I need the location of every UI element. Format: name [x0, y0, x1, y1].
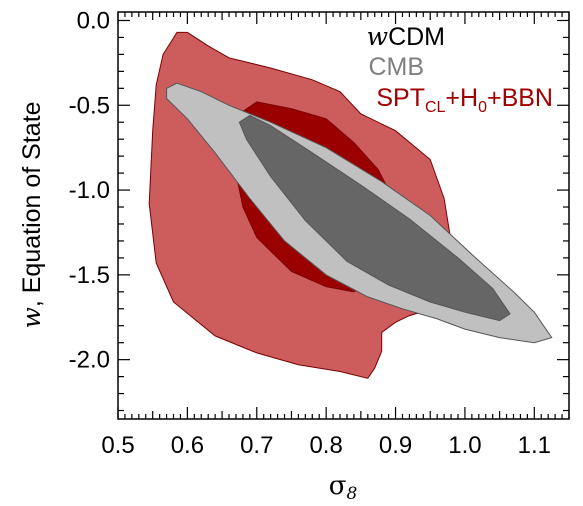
y-tick-label: -1.5: [69, 262, 110, 289]
x-tick-label: 0.7: [240, 432, 273, 459]
x-axis-title-sub: 8: [346, 484, 357, 504]
y-axis-title-rest: , Equation of State: [18, 101, 46, 307]
x-tick-label: 0.8: [309, 432, 342, 459]
legend: wCDM CMB SPTCL+H0+BBN: [367, 22, 553, 116]
y-axis-title: w, Equation of State: [17, 101, 46, 328]
y-tick-label: -2.0: [69, 347, 110, 374]
tick-layer: 0.5 0.6 0.7 0.8 0.9 1.0 1.1 0.0 -0.5 -1.0 -1.5 -2.0: [69, 7, 570, 459]
legend-title-rest: CDM: [388, 23, 445, 51]
legend-entry-spt-end: +BBN: [487, 84, 553, 112]
y-axis-title-italic: w: [17, 307, 46, 328]
legend-entry-cmb: CMB: [368, 53, 424, 81]
contour-layer: [148, 31, 553, 379]
plot-frame: [117, 11, 570, 420]
x-tick-label: 0.9: [379, 432, 412, 459]
x-axis-title-main: σ: [329, 471, 347, 501]
legend-title: wCDM: [367, 22, 445, 51]
legend-entry-spt-sub: CL: [425, 99, 446, 116]
x-tick-label: 0.6: [171, 432, 204, 459]
legend-title-italic: w: [367, 22, 388, 51]
legend-entry-spt-main: SPT: [376, 84, 425, 112]
y-tick-label: -1.0: [69, 177, 110, 204]
x-tick-label: 1.1: [518, 432, 551, 459]
legend-entry-spt: SPTCL+H0+BBN: [376, 84, 553, 116]
y-tick-label: -0.5: [69, 92, 110, 119]
legend-entry-spt-sub2: 0: [478, 99, 487, 116]
x-tick-label: 1.0: [448, 432, 481, 459]
contour-cmb-68pct: [238, 114, 511, 322]
legend-entry-spt-mid: +H: [445, 84, 478, 112]
x-tick-label: 0.5: [101, 432, 134, 459]
y-tick-label: 0.0: [77, 7, 110, 34]
x-axis-title: σ8: [329, 471, 358, 504]
